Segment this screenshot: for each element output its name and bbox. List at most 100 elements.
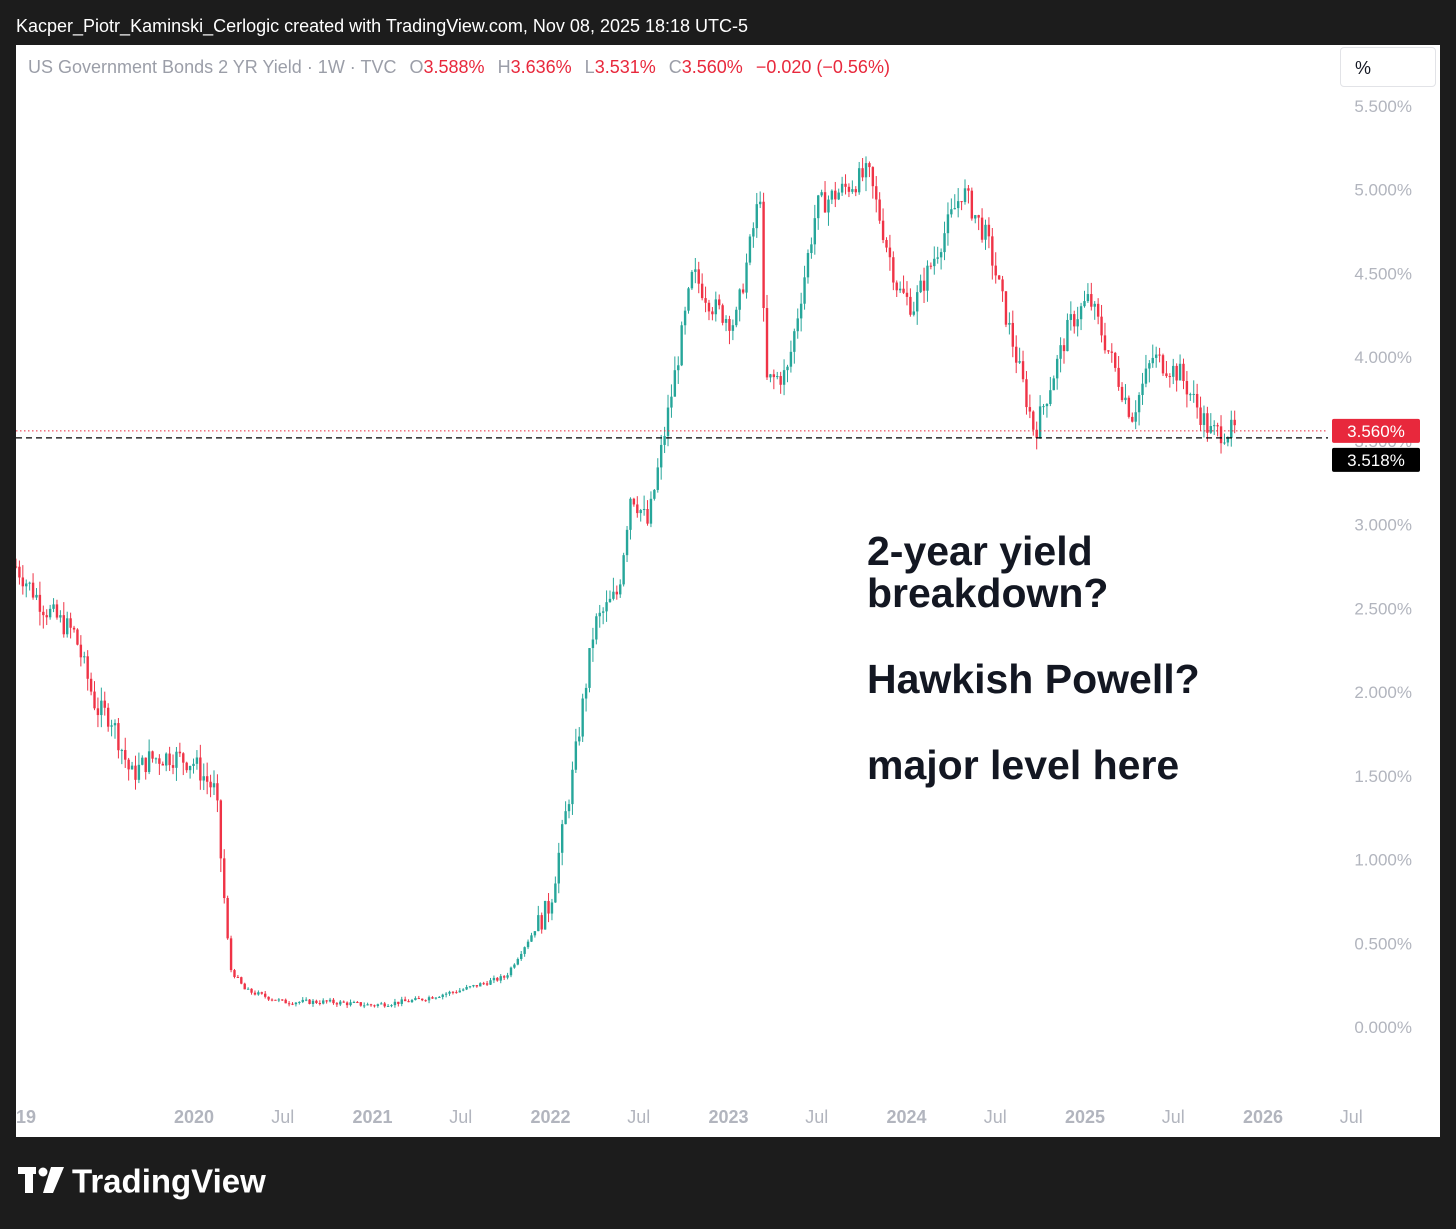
candle-body: [1131, 416, 1134, 422]
brand-name: TradingView: [72, 1162, 266, 1200]
candle-body: [1120, 386, 1124, 401]
candle-body: [62, 615, 65, 635]
candle-body: [144, 757, 147, 773]
y-axis-tick-label: 0.500%: [1354, 934, 1412, 953]
candle-body: [738, 289, 741, 310]
candle-body: [264, 993, 267, 997]
candle-body: [209, 781, 212, 788]
candle-body: [543, 900, 547, 930]
candle-body: [479, 983, 482, 987]
candle-body: [1226, 437, 1230, 443]
candle-body: [724, 319, 728, 323]
candle-body: [21, 577, 25, 587]
candle-body: [277, 999, 281, 1001]
candle-body: [274, 999, 277, 1001]
candle-body: [827, 199, 830, 213]
candle-body: [765, 308, 769, 378]
candle-body: [284, 999, 287, 1004]
candle-body: [48, 608, 52, 618]
candle-body: [1055, 358, 1059, 379]
candle-body: [441, 994, 444, 997]
candle-body: [608, 598, 612, 603]
candle-body: [438, 996, 441, 998]
candle-body: [513, 964, 516, 968]
y-axis-tick-label: 4.000%: [1354, 348, 1412, 367]
candle-body: [943, 233, 946, 253]
candle-body: [229, 938, 233, 971]
candle-body: [373, 1005, 376, 1007]
candle-body: [1110, 351, 1113, 353]
candle-body: [1117, 367, 1120, 387]
candle-body: [199, 757, 202, 781]
candle-body: [939, 252, 943, 258]
candle-body: [782, 370, 786, 385]
candle-body: [1209, 426, 1212, 433]
candle-body: [154, 758, 158, 760]
price-chart[interactable]: 5.500%5.000%4.500%4.000%3.500%3.000%2.50…: [16, 45, 1440, 1137]
candle-body: [885, 239, 888, 248]
candle-body: [335, 1003, 339, 1005]
candle-body: [250, 988, 253, 993]
candle-body: [492, 977, 496, 981]
close-label: C: [668, 57, 682, 77]
candle-body: [1069, 314, 1073, 320]
candle-body: [659, 444, 663, 468]
tradingview-logo-icon: [18, 1167, 64, 1194]
candle-body: [554, 883, 557, 903]
candle-body: [772, 374, 776, 378]
candle-body: [700, 283, 704, 299]
candle-body: [257, 992, 260, 995]
candle-body: [912, 311, 916, 315]
candle-body: [38, 594, 42, 612]
candle-body: [403, 999, 407, 1002]
candle-body: [820, 192, 823, 196]
candle-body: [294, 1002, 298, 1005]
candle-body: [1093, 303, 1096, 307]
candle-body: [427, 997, 431, 1001]
x-axis-tick-label: Jul: [449, 1107, 472, 1127]
candle-body: [622, 555, 625, 585]
candle-body: [520, 953, 523, 960]
level-line-tag-label: 3.518%: [1347, 451, 1405, 470]
last-price-tag-label: 3.560%: [1347, 422, 1405, 441]
candle-body: [407, 1001, 410, 1003]
percent-scale-button[interactable]: %: [1340, 47, 1436, 87]
candle-body: [1073, 314, 1076, 327]
candle-body: [59, 615, 62, 618]
candle-body: [670, 396, 673, 408]
candle-body: [909, 296, 912, 315]
chart-panel[interactable]: 5.500%5.000%4.500%4.000%3.500%3.000%2.50…: [16, 45, 1440, 1137]
candle-body: [936, 257, 939, 259]
candle-body: [793, 331, 796, 352]
candle-body: [991, 236, 994, 266]
candle-body: [888, 247, 892, 258]
candle-body: [919, 280, 922, 293]
candle-body: [922, 280, 926, 291]
candle-body: [776, 376, 779, 378]
candle-body: [875, 186, 878, 200]
candle-body: [240, 977, 243, 984]
candle-body: [595, 616, 598, 640]
candle-body: [178, 751, 182, 754]
tradingview-logo[interactable]: TradingView: [18, 1160, 266, 1200]
candle-body: [547, 900, 550, 914]
candle-body: [868, 163, 871, 168]
candle-body: [871, 167, 875, 187]
x-axis-tick-label: 2019: [16, 1107, 36, 1127]
candle-body: [468, 986, 472, 988]
candle-body: [601, 611, 605, 613]
candle-body: [161, 763, 164, 766]
candle-body: [683, 310, 687, 326]
candle-body: [1168, 376, 1172, 378]
candle-body: [291, 1003, 294, 1005]
candle-body: [557, 852, 560, 884]
candle-body: [769, 374, 772, 378]
candle-body: [636, 504, 639, 514]
candle-body: [69, 618, 72, 628]
candle-body: [1090, 294, 1093, 307]
candle-body: [1206, 413, 1209, 433]
symbol-description[interactable]: US Government Bonds 2 YR Yield · 1W · TV…: [28, 57, 397, 77]
x-axis-tick-label: 2021: [352, 1107, 392, 1127]
candle-body: [550, 902, 554, 914]
candle-body: [1165, 373, 1168, 377]
